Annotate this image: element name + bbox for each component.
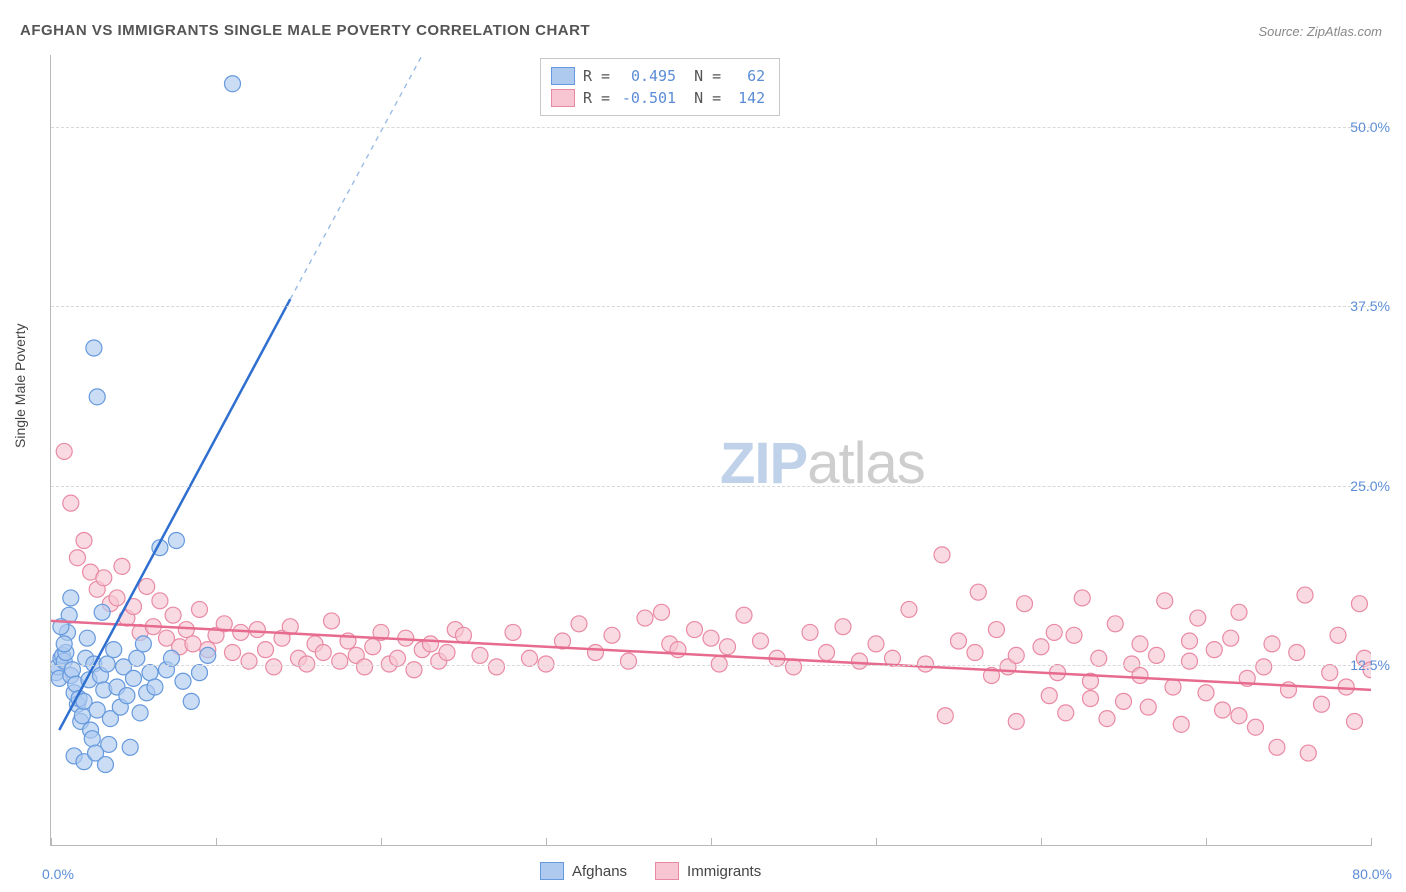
legend-label-afghans: Afghans [572,863,627,880]
legend-item-afghans: Afghans [540,862,627,880]
n-label: N = [694,87,721,109]
x-tick [876,838,877,846]
swatch-afghans-icon [540,862,564,880]
gridline [51,486,1371,487]
y-tick-label: 50.0% [1350,119,1390,135]
x-max-label: 80.0% [1352,866,1392,882]
x-tick [1041,838,1042,846]
swatch-immigrants-icon [655,862,679,880]
n-label: N = [694,65,721,87]
x-tick [381,838,382,846]
x-tick [546,838,547,846]
gridline [51,665,1371,666]
n-value-afghans: 62 [729,65,765,87]
r-value-immigrants: -0.501 [618,87,676,109]
scatter-svg [51,55,1371,845]
legend-item-immigrants: Immigrants [655,862,761,880]
gridline [51,127,1371,128]
r-label: R = [583,87,610,109]
legend-label-immigrants: Immigrants [687,863,761,880]
x-tick [51,838,52,846]
correlation-legend: R = 0.495 N = 62 R = -0.501 N = 142 [540,58,780,116]
x-min-label: 0.0% [42,866,74,882]
series-legend: Afghans Immigrants [540,862,761,880]
x-tick [1371,838,1372,846]
x-tick [1206,838,1207,846]
swatch-afghans [551,67,575,85]
chart-title: AFGHAN VS IMMIGRANTS SINGLE MALE POVERTY… [20,22,590,39]
x-tick [711,838,712,846]
r-label: R = [583,65,610,87]
plot-area [50,55,1371,846]
y-axis-label: Single Male Poverty [12,323,28,448]
swatch-immigrants [551,89,575,107]
n-value-immigrants: 142 [729,87,765,109]
r-value-afghans: 0.495 [618,65,676,87]
y-tick-label: 12.5% [1350,657,1390,673]
gridline [51,306,1371,307]
legend-row-immigrants: R = -0.501 N = 142 [551,87,765,109]
y-tick-label: 25.0% [1350,478,1390,494]
y-tick-label: 37.5% [1350,298,1390,314]
legend-row-afghans: R = 0.495 N = 62 [551,65,765,87]
source-label: Source: ZipAtlas.com [1258,24,1382,39]
x-tick [216,838,217,846]
